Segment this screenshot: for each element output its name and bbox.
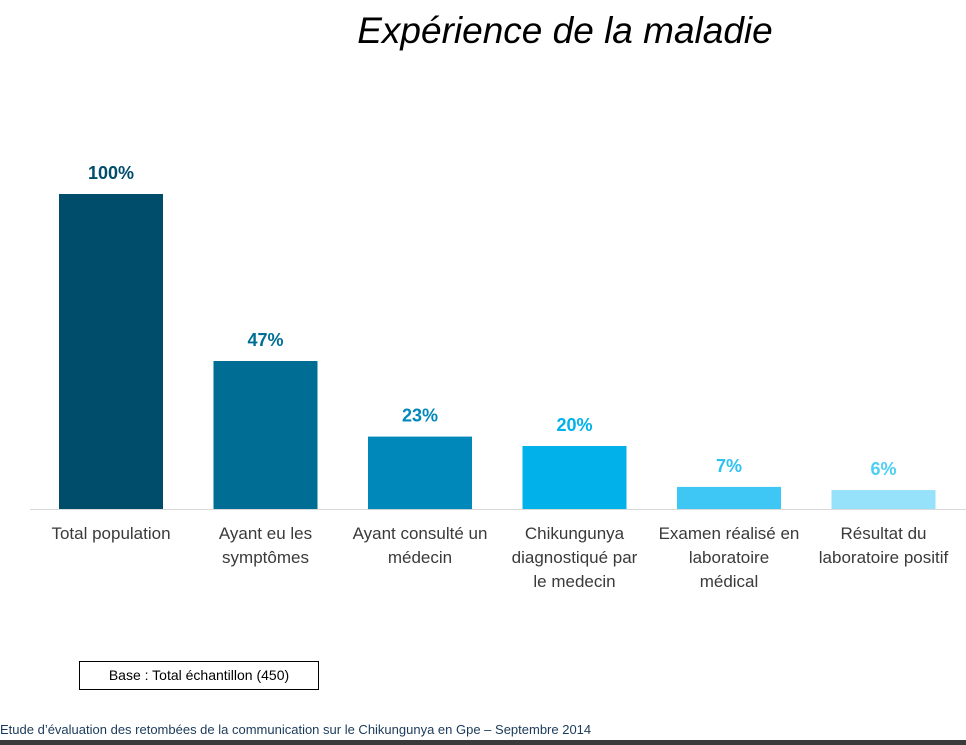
footer-divider <box>0 740 966 745</box>
category-label-5: Examen réalisé en laboratoire médical <box>649 522 809 594</box>
category-label-line: diagnostiqué par <box>511 548 638 567</box>
value-label-3: 23% <box>402 406 438 426</box>
category-label-line: Résultat du <box>840 524 927 543</box>
value-label-6: 6% <box>870 459 896 479</box>
category-label-line: Ayant consulté un <box>352 524 488 543</box>
bars-group: 100% 47% 23% 20% 7% 6% <box>59 163 936 510</box>
bar-1 <box>59 194 163 509</box>
value-label-2: 47% <box>247 330 283 350</box>
value-label-5: 7% <box>716 456 742 476</box>
bar-6 <box>831 490 936 509</box>
chart-title: Expérience de la maladie <box>357 10 773 51</box>
category-label-line: le medecin <box>533 572 616 591</box>
bar-4 <box>522 446 627 509</box>
category-label-line: médecin <box>387 548 453 567</box>
category-label-2: Ayant eu les symptômes <box>186 522 346 570</box>
bar-5 <box>677 486 781 509</box>
base-note: Base : Total échantillon (450) <box>79 661 319 690</box>
category-label-line: laboratoire <box>688 548 770 567</box>
category-label-line: Total population <box>51 524 171 543</box>
category-label-line: laboratoire positif <box>818 548 949 567</box>
category-label-line: symptômes <box>222 548 309 567</box>
bar-3 <box>368 436 472 510</box>
footer-note: Etude d’évaluation des retombées de la c… <box>0 722 592 737</box>
bar-2 <box>213 361 318 509</box>
value-label-4: 20% <box>556 415 592 435</box>
category-label-line: médical <box>699 572 759 591</box>
category-label-3: Ayant consulté un médecin <box>340 522 500 570</box>
category-label-4: Chikungunya diagnostiqué par le medecin <box>495 522 655 594</box>
category-label-6: Résultat du laboratoire positif <box>804 522 964 570</box>
category-label-line: Examen réalisé en <box>658 524 800 543</box>
category-label-line: Ayant eu les <box>218 524 313 543</box>
bar-chart: 100% 47% 23% 20% 7% 6% <box>30 163 966 510</box>
category-label-1: Total population <box>31 522 191 546</box>
category-label-line: Chikungunya <box>524 524 625 543</box>
value-label-1: 100% <box>88 163 134 183</box>
